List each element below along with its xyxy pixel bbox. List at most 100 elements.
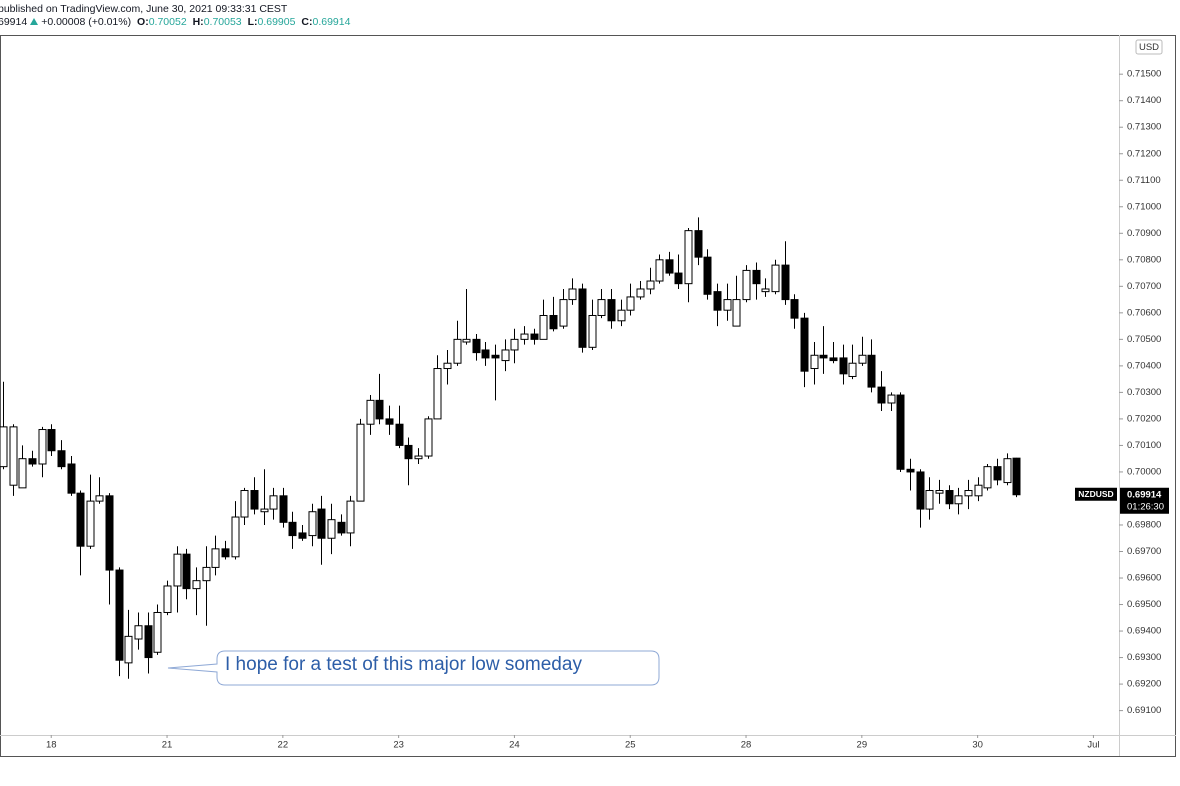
x-tick-label: 28	[741, 740, 752, 751]
candle-body	[173, 553, 182, 587]
candle-body	[250, 490, 259, 510]
candle-body	[57, 450, 66, 468]
candle-body	[520, 333, 529, 340]
candle-body	[867, 354, 876, 388]
candle-body	[974, 484, 983, 497]
x-tick-label: 25	[625, 740, 636, 751]
candle-body	[308, 511, 317, 537]
y-tick-label: 0.69500	[1127, 599, 1161, 610]
candles	[0, 217, 1021, 679]
low-value: 0.69905	[257, 16, 296, 28]
y-tick-label: 0.70100	[1127, 440, 1161, 451]
candle-body	[530, 333, 539, 340]
currency-box	[1135, 39, 1163, 55]
candle-body	[646, 280, 655, 290]
x-tick-label: Jul	[1087, 740, 1099, 751]
candle-body	[1003, 458, 1012, 484]
currency-label: USD	[1139, 42, 1159, 53]
y-tick-label: 0.69300	[1127, 652, 1161, 663]
candle-body	[491, 354, 500, 359]
candle-body	[211, 548, 220, 568]
up-arrow	[30, 18, 39, 25]
x-tick-label: 21	[162, 740, 173, 751]
y-tick-label: 0.70500	[1127, 334, 1161, 345]
candle-body	[954, 495, 963, 505]
header-source: published on TradingView.com, June 30, 2…	[0, 3, 290, 15]
y-tick-label: 0.70200	[1127, 413, 1161, 424]
candle-body	[433, 368, 442, 420]
candle-body	[317, 508, 326, 539]
candle-body	[9, 426, 18, 486]
y-tick-label: 0.70900	[1127, 228, 1161, 239]
candle-body	[848, 362, 857, 377]
price-box	[1120, 487, 1169, 514]
candle-body	[327, 519, 336, 539]
candle-body	[472, 338, 481, 354]
y-tick-label: 0.69100	[1127, 705, 1161, 716]
y-tick-label: 0.70300	[1127, 387, 1161, 398]
candle-body	[800, 317, 809, 372]
candle-body	[385, 418, 394, 425]
candle-body	[925, 490, 934, 510]
candle-body	[674, 272, 683, 285]
low-label: L:	[247, 16, 258, 28]
candle-body	[462, 338, 471, 343]
candle-body	[684, 230, 693, 285]
y-tick-label: 0.70800	[1127, 254, 1161, 265]
y-tick-label: 0.71300	[1127, 122, 1161, 133]
candle-body	[636, 288, 645, 298]
source-text: published on TradingView.com, June 30, 2…	[0, 3, 288, 15]
candle-body	[240, 490, 249, 518]
candle-body	[916, 471, 925, 510]
y-tick-label: 0.70000	[1127, 466, 1161, 477]
y-tick-label: 0.71200	[1127, 148, 1161, 159]
header-quote: 69914 +0.00008 (+0.01%) O:0.70052 H:0.700…	[0, 16, 353, 28]
y-tick-label: 0.69400	[1127, 626, 1161, 637]
candle-body	[723, 299, 732, 311]
x-tick-label: 22	[278, 740, 289, 751]
change: +0.00008 (+0.01%)	[41, 16, 132, 28]
candle-body	[964, 490, 973, 497]
candle-body	[877, 386, 886, 404]
candle-body	[510, 338, 519, 351]
high-label: H:	[192, 16, 204, 28]
candle-body	[115, 569, 124, 661]
candle-body	[260, 508, 269, 513]
y-tick-label: 0.69700	[1127, 546, 1161, 557]
candle-body	[945, 490, 954, 505]
candle-body	[906, 468, 915, 473]
candle-body	[703, 256, 712, 295]
x-tick-label: 29	[857, 740, 868, 751]
candle-body	[790, 299, 799, 319]
candle-body	[559, 299, 568, 327]
candle-body	[144, 625, 153, 659]
candle-body	[366, 399, 375, 425]
candle-body	[983, 466, 992, 489]
candle-body	[549, 314, 558, 330]
candle-body	[617, 309, 626, 322]
candle-body	[539, 314, 548, 340]
candle-body	[38, 429, 47, 465]
candle-body	[810, 354, 819, 370]
candle-body	[752, 269, 761, 285]
y-tick-label: 0.71500	[1127, 69, 1161, 80]
candle-body	[124, 635, 133, 664]
candle-body	[67, 463, 76, 494]
candle-body	[163, 585, 172, 613]
candle-body	[713, 291, 722, 311]
chart-frame	[0, 35, 1176, 757]
annotation-text: I hope for a test of this major low some…	[225, 654, 582, 675]
last-price: 69914	[0, 16, 28, 28]
candle-body	[18, 458, 27, 489]
y-tick-label: 0.70400	[1127, 360, 1161, 371]
candle-body	[269, 495, 278, 510]
candle-body	[395, 423, 404, 446]
candle-body	[288, 521, 297, 537]
candle-body	[993, 466, 1002, 481]
candle-body	[665, 259, 674, 274]
y-tick-label: 0.70600	[1127, 307, 1161, 318]
candle-body	[887, 394, 896, 404]
candle-body	[481, 349, 490, 359]
